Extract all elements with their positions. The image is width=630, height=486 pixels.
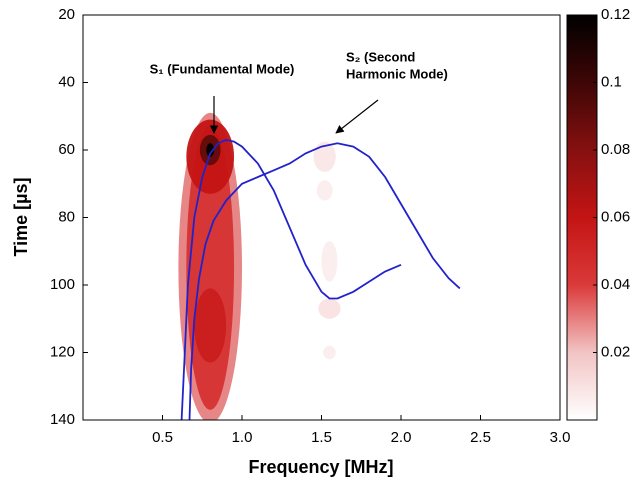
y-axis-label: Time [µs] [11,177,31,256]
y-tick-label: 140 [50,411,75,428]
heatmap [178,112,461,420]
colorbar-tick-label: 0.04 [601,276,630,293]
x-tick-label: 3.0 [550,429,571,446]
mode-curve [188,142,461,420]
colorbar [566,14,598,421]
heat-blob [206,143,215,157]
x-tick-label: 1.0 [232,429,253,446]
y-tick-label: 40 [58,73,75,90]
x-tick-label: 0.5 [152,429,173,446]
mode-curve [180,138,402,420]
heat-blob [318,298,341,319]
y-tick-label: 60 [58,141,75,158]
heat-blob [316,180,333,201]
x-tick-label: 2.0 [391,429,412,446]
colorbar-tick-label: 0.06 [601,208,630,225]
y-tick-label: 120 [50,343,75,360]
y-tick-label: 20 [58,6,75,23]
heat-blob [194,288,227,363]
annotation: S₁ (Fundamental Mode) [150,61,295,76]
y-tick-label: 80 [58,208,75,225]
annotation: S₂ (Second [346,49,415,64]
heat-blob [323,345,336,360]
x-axis-label: Frequency [MHz] [248,457,393,477]
colorbar-tick-label: 0.1 [601,73,622,90]
annotation: Harmonic Mode) [346,66,448,81]
colorbar-tick-label: 0.12 [601,6,630,23]
heat-blob [313,141,336,172]
colorbar-tick-label: 0.08 [601,141,630,158]
heat-blob [321,241,338,282]
y-tick-label: 100 [50,276,75,293]
x-tick-label: 2.5 [470,429,491,446]
x-tick-label: 1.5 [311,429,332,446]
colorbar-tick-label: 0.02 [601,343,630,360]
annotation-arrow [335,99,379,134]
